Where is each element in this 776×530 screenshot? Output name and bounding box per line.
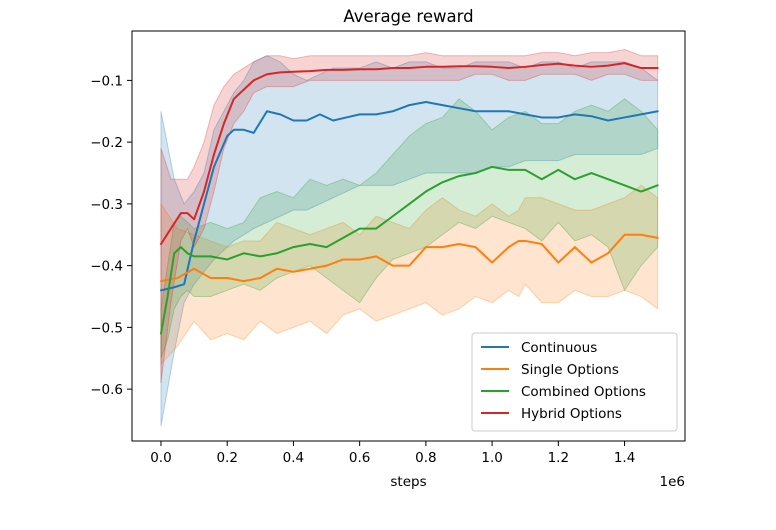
series-lines bbox=[159, 62, 659, 335]
hybrid-options-line bbox=[159, 62, 659, 246]
single-options-band bbox=[160, 184, 659, 366]
single-options-line bbox=[159, 233, 659, 283]
x-offset-label: 1e6 bbox=[660, 474, 685, 490]
y-tick-label: −0.6 bbox=[90, 382, 123, 398]
legend-items: Continuous Single Options Combined Options… bbox=[481, 340, 646, 422]
x-tick-label: 1.4 bbox=[614, 450, 635, 466]
plot-frame bbox=[131, 30, 686, 442]
x-tick-label: 0.8 bbox=[415, 450, 436, 466]
continuous-line bbox=[159, 101, 659, 292]
legend-label: Single Options bbox=[521, 362, 619, 378]
y-tick-label: −0.3 bbox=[90, 197, 123, 213]
legend-label: Hybrid Options bbox=[521, 406, 622, 422]
y-tick-label: −0.1 bbox=[90, 73, 123, 89]
legend-label: Combined Options bbox=[521, 384, 646, 400]
y-tick-label: −0.4 bbox=[90, 259, 123, 275]
continuous-band bbox=[160, 55, 659, 427]
x-tick-label: 1.0 bbox=[481, 450, 502, 466]
x-tick-label: 0.2 bbox=[216, 450, 237, 466]
x-tick-label: 0.6 bbox=[349, 450, 370, 466]
x-axis-label: steps bbox=[390, 474, 426, 490]
y-tick-label: −0.2 bbox=[90, 135, 123, 151]
combined-options-line bbox=[159, 165, 659, 335]
hybrid-options-band bbox=[160, 49, 659, 384]
y-tick-label: −0.5 bbox=[90, 320, 123, 336]
legend: Continuous Single Options Combined Options… bbox=[471, 332, 678, 432]
x-axis: 0.0 0.2 0.4 0.6 0.8 1.0 1.2 1.4 bbox=[150, 441, 635, 466]
chart-title: Average reward bbox=[343, 7, 473, 26]
combined-options-band bbox=[160, 98, 659, 359]
legend-box bbox=[471, 332, 678, 432]
confidence-bands bbox=[160, 49, 659, 427]
x-tick-label: 0.0 bbox=[150, 450, 171, 466]
x-tick-label: 1.2 bbox=[548, 450, 569, 466]
y-axis: −0.1 −0.2 −0.3 −0.4 −0.5 −0.6 bbox=[90, 73, 132, 398]
x-tick-label: 0.4 bbox=[283, 450, 304, 466]
legend-label: Continuous bbox=[521, 340, 597, 356]
